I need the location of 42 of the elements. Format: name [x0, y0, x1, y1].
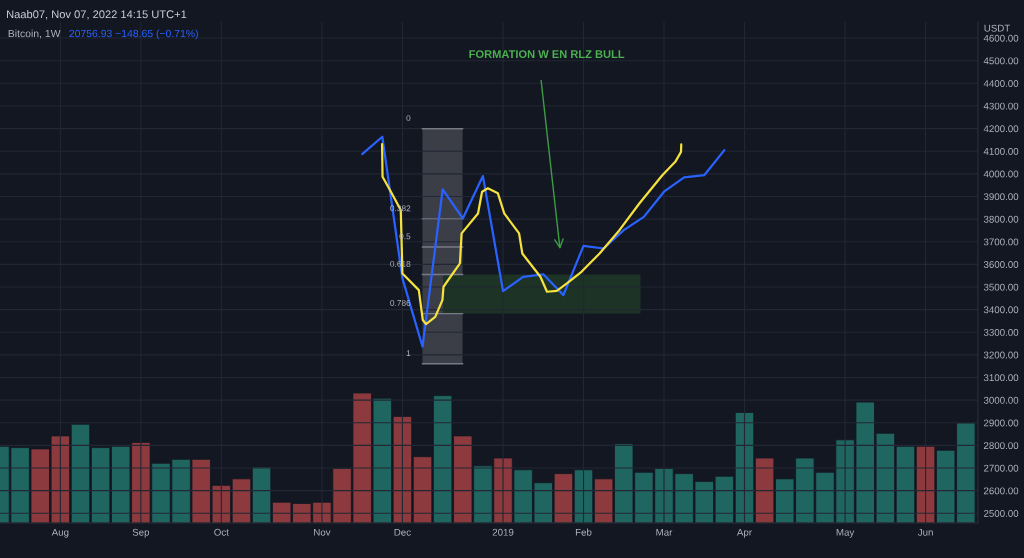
x-tick-label: 2019	[492, 528, 514, 536]
x-tick-label: Aug	[51, 528, 69, 538]
x-tick-label: Sep	[132, 528, 150, 538]
y-tick-label: 4200.00	[983, 125, 1019, 133]
text: Naab07, Nov 07, 2022 14:15 UTC+1	[7, 10, 187, 20]
line-series	[361, 135, 726, 348]
y-tick-label: 4400.00	[983, 80, 1019, 87]
y-tick-label: 3800.00	[983, 215, 1019, 223]
line-series	[380, 143, 683, 326]
x-tick-label: Apr	[736, 528, 752, 538]
y-tick-label: 3900.00	[983, 193, 1019, 201]
y-axis-title: USDT	[984, 24, 1011, 32]
y-tick-label: 4100.00	[983, 147, 1019, 155]
x-tick-label: Mar	[656, 528, 673, 536]
y-tick-label: 3000.00	[983, 396, 1019, 404]
annotation: FORMATION W EN RLZ BULL	[469, 50, 625, 59]
y-tick-label: 2500.00	[983, 510, 1019, 517]
x-tick-label: Jun	[917, 528, 933, 536]
y-tick-label: 4600.00	[983, 34, 1019, 42]
x-tick-label: Nov	[314, 528, 331, 536]
y-tick-label: 3700.00	[983, 238, 1019, 246]
y-tick-label: 2700.00	[983, 464, 1019, 472]
y-tick-label: 3400.00	[983, 306, 1019, 314]
y-tick-label: 4300.00	[983, 102, 1019, 110]
y-tick-label: 3200.00	[983, 351, 1019, 359]
annotation: 1	[406, 350, 411, 356]
x-tick-label: Dec	[394, 528, 411, 536]
y-tick-label: 2800.00	[983, 442, 1019, 450]
x-tick-label: May	[836, 528, 855, 538]
y-tick-label: 3600.00	[983, 261, 1019, 268]
x-tick-label: Feb	[575, 528, 592, 536]
y-tick-label: 4000.00	[983, 170, 1019, 178]
annotation: 0	[406, 115, 411, 122]
text: Bitcoin, 1W	[8, 29, 61, 39]
annotation: 20756.93 −148.65 (−0.71%)	[69, 29, 198, 40]
y-tick-label: 2600.00	[983, 487, 1019, 495]
y-tick-label: 2900.00	[983, 419, 1019, 427]
x-tick-label: Oct	[214, 528, 229, 536]
y-tick-label: 3100.00	[983, 374, 1019, 382]
y-tick-label: 3500.00	[983, 283, 1019, 291]
y-tick-label: 4500.00	[983, 57, 1019, 65]
y-tick-label: 3300.00	[983, 328, 1019, 336]
